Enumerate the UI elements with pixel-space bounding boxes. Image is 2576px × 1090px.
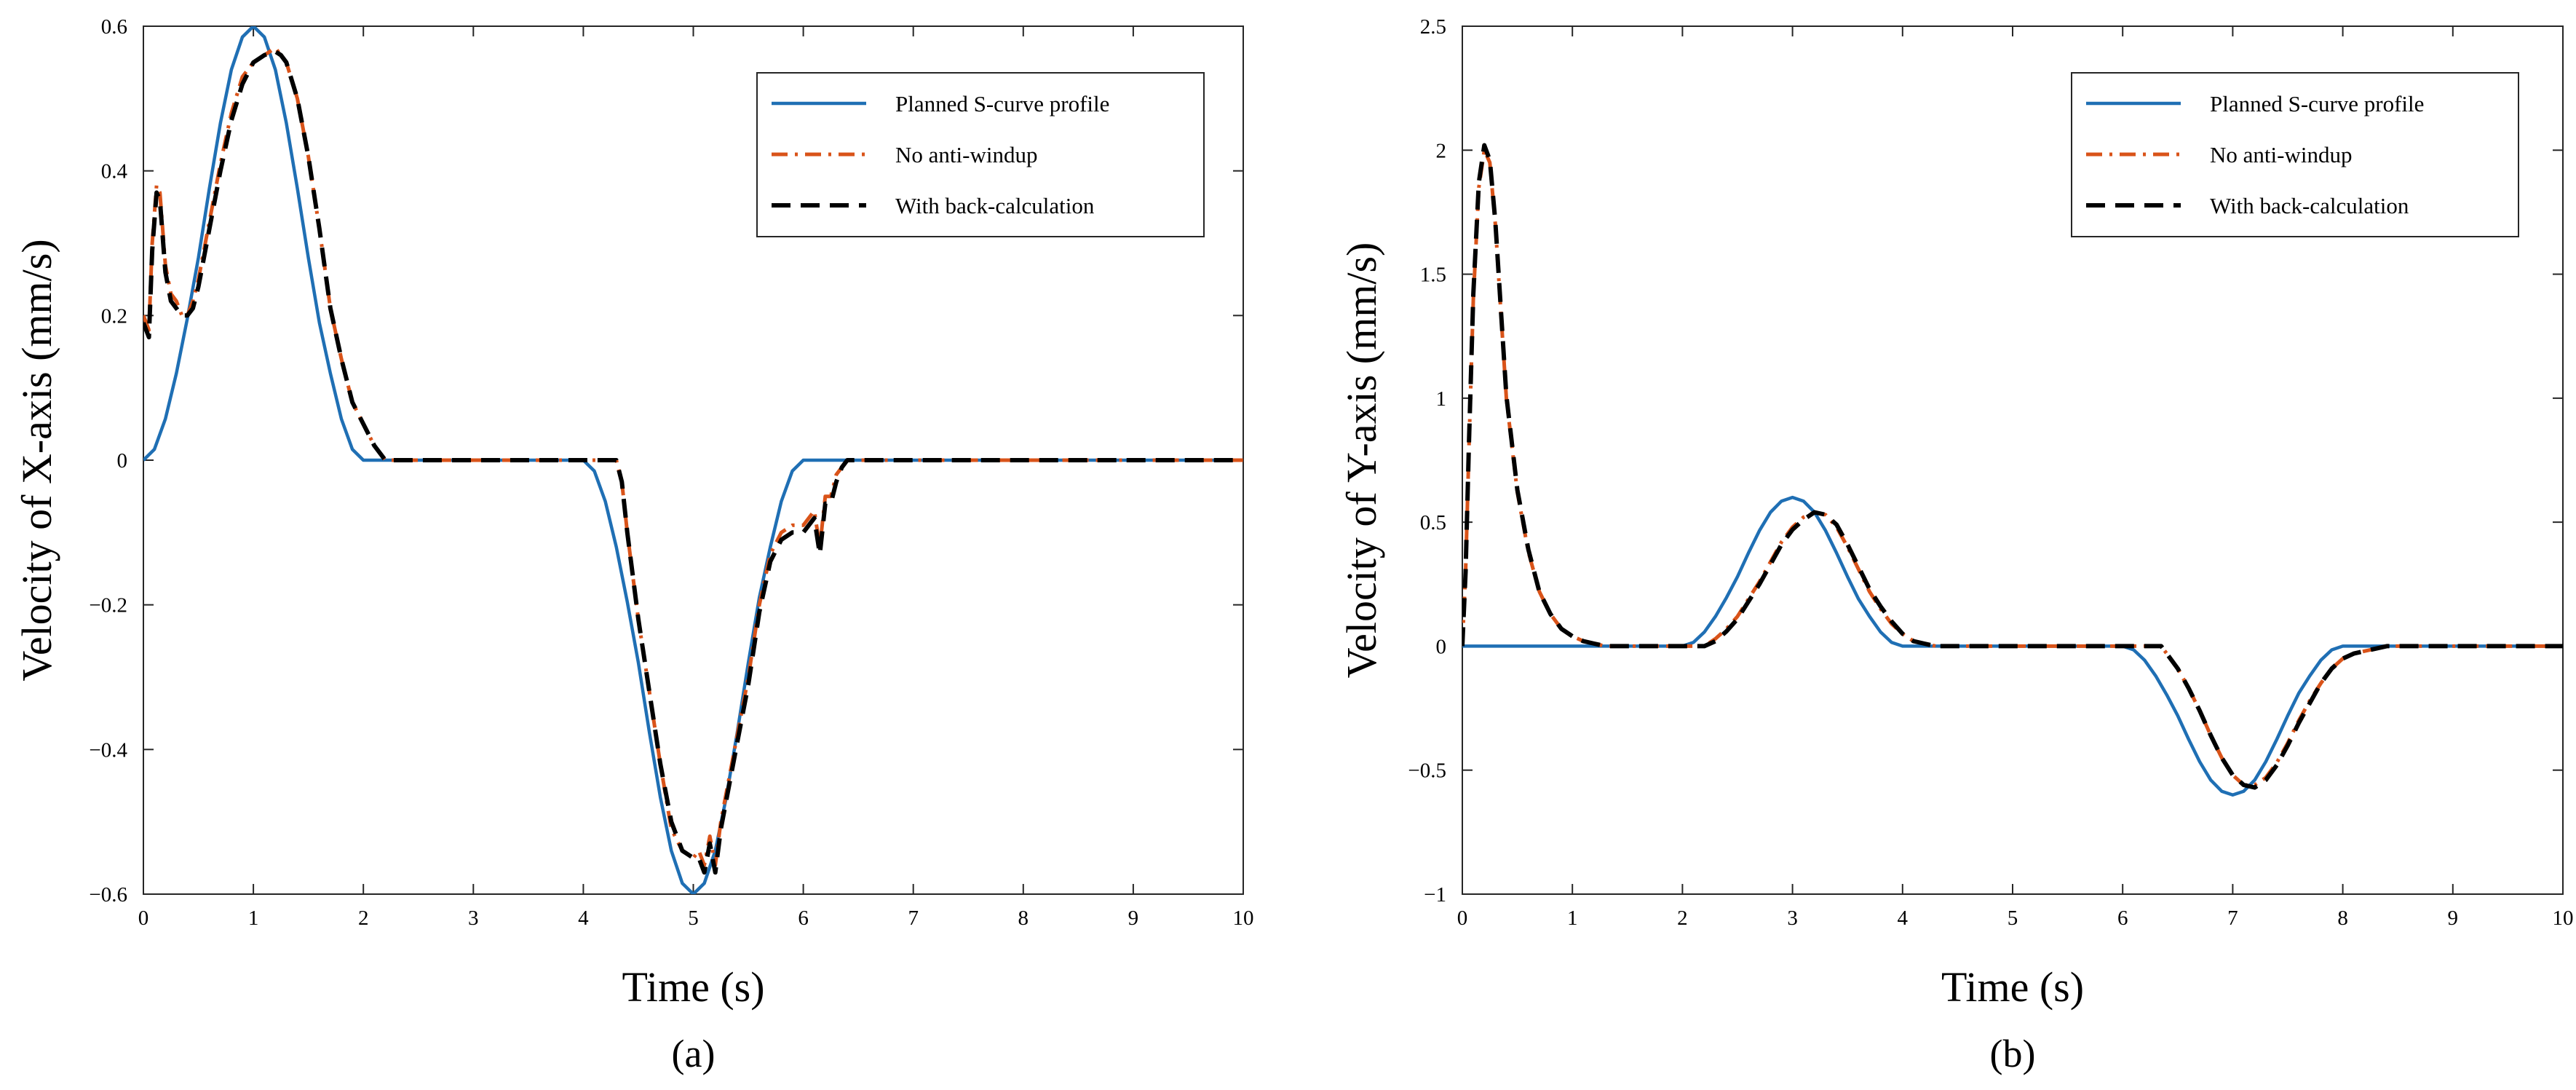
y-tick-label: 0 <box>1436 635 1447 658</box>
y-tick-label: 0.2 <box>101 304 127 328</box>
chart-panel-b: 0 1 2 3 4 5 6 7 8 9 10 −1 −0.5 0 0.5 1 1.5 2 2.5 Time (s) Ve… <box>1338 15 2574 1075</box>
y-tick-label: −0.6 <box>89 883 127 907</box>
x-tick-label: 7 <box>2227 907 2238 930</box>
legend-label: Planned S-curve profile <box>895 91 1109 116</box>
chart-panel-a: 0 1 2 3 4 5 6 7 8 9 10 −0.6 −0.4 −0.2 0 0.2 0.4 0.6 Time (… <box>13 15 1254 1075</box>
legend: Planned S-curve profile No anti-windup Wit… <box>757 73 1204 237</box>
legend-label: No anti-windup <box>2210 142 2352 167</box>
x-tick-label: 8 <box>2337 907 2348 930</box>
x-tick-label: 5 <box>688 907 699 930</box>
x-tick-label: 4 <box>1898 907 1909 930</box>
y-tick-label: 2.5 <box>1420 15 1446 39</box>
x-tick-label: 2 <box>358 907 369 930</box>
x-tick-label: 0 <box>1457 907 1468 930</box>
legend-label: With back-calculation <box>895 193 1095 218</box>
y-tick-label: −1 <box>1424 883 1446 907</box>
x-axis-label: Time (s) <box>1941 963 2084 1011</box>
x-tick-label: 6 <box>798 907 809 930</box>
x-tick-label: 1 <box>1567 907 1578 930</box>
figure: 0 1 2 3 4 5 6 7 8 9 10−0.6−0.4−0.200.20.40.6Time (… <box>0 0 2576 1090</box>
x-tick-label: 5 <box>2008 907 2018 930</box>
y-tick-label: 0 <box>117 449 128 473</box>
x-tick-label: 1 <box>248 907 259 930</box>
y-tick-label: 0.5 <box>1420 511 1446 534</box>
subfigure-caption: (b) <box>1990 1032 2036 1075</box>
legend-label: With back-calculation <box>2210 193 2409 218</box>
x-axis-label: Time (s) <box>622 963 764 1011</box>
y-axis-label: Velocity of X-axis (mm/s) <box>13 239 60 681</box>
x-tick-label: 7 <box>908 907 919 930</box>
x-tick-label: 0 <box>138 907 149 930</box>
x-tick-label: 3 <box>1787 907 1798 930</box>
subfigure-caption: (a) <box>672 1032 716 1075</box>
legend-label: Planned S-curve profile <box>2210 91 2424 116</box>
y-tick-label: −0.5 <box>1408 759 1446 783</box>
y-axis-label: Velocity of Y-axis (mm/s) <box>1338 242 1385 679</box>
x-tick-label: 10 <box>2553 907 2574 930</box>
x-tick-label: 3 <box>468 907 479 930</box>
x-tick-label: 4 <box>578 907 589 930</box>
legend: Planned S-curve profile No anti-windup Wit… <box>2072 73 2518 237</box>
x-tick-label: 10 <box>1233 907 1254 930</box>
x-tick-label: 9 <box>2448 907 2459 930</box>
x-tick-label: 9 <box>1128 907 1139 930</box>
legend-label: No anti-windup <box>895 142 1037 167</box>
y-tick-label: −0.4 <box>89 738 127 762</box>
y-tick-label: 0.4 <box>101 160 128 183</box>
x-tick-label: 2 <box>1677 907 1688 930</box>
y-tick-label: 1 <box>1436 387 1447 411</box>
x-tick-label: 6 <box>2117 907 2128 930</box>
y-tick-label: −0.2 <box>89 594 127 617</box>
x-tick-label: 8 <box>1018 907 1029 930</box>
y-tick-label: 1.5 <box>1420 264 1446 287</box>
y-tick-label: 0.6 <box>101 15 127 39</box>
y-tick-label: 2 <box>1436 139 1447 162</box>
